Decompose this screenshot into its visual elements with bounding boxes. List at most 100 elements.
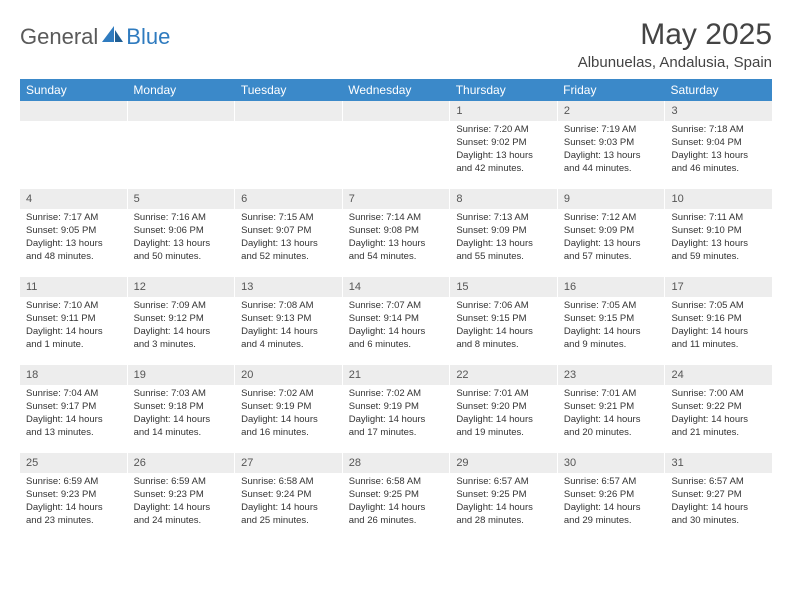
- day-number: 19: [128, 365, 235, 385]
- day-body: Sunrise: 6:59 AMSunset: 9:23 PMDaylight:…: [20, 473, 127, 533]
- day-body: Sunrise: 7:01 AMSunset: 9:21 PMDaylight:…: [558, 385, 665, 445]
- week-row: 25Sunrise: 6:59 AMSunset: 9:23 PMDayligh…: [20, 453, 772, 541]
- day-cell: 5Sunrise: 7:16 AMSunset: 9:06 PMDaylight…: [128, 189, 236, 277]
- day-number: 11: [20, 277, 127, 297]
- day-body: Sunrise: 7:19 AMSunset: 9:03 PMDaylight:…: [558, 121, 665, 181]
- day-cell: 18Sunrise: 7:04 AMSunset: 9:17 PMDayligh…: [20, 365, 128, 453]
- dow-thursday: Thursday: [450, 79, 557, 101]
- dow-sunday: Sunday: [20, 79, 127, 101]
- dow-wednesday: Wednesday: [342, 79, 449, 101]
- day-cell: 26Sunrise: 6:59 AMSunset: 9:23 PMDayligh…: [128, 453, 236, 541]
- day-body: Sunrise: 6:58 AMSunset: 9:24 PMDaylight:…: [235, 473, 342, 533]
- day-cell: 24Sunrise: 7:00 AMSunset: 9:22 PMDayligh…: [665, 365, 772, 453]
- empty-day-header: [343, 101, 450, 121]
- day-cell: 13Sunrise: 7:08 AMSunset: 9:13 PMDayligh…: [235, 277, 343, 365]
- dow-tuesday: Tuesday: [235, 79, 342, 101]
- day-cell: 4Sunrise: 7:17 AMSunset: 9:05 PMDaylight…: [20, 189, 128, 277]
- day-cell: 21Sunrise: 7:02 AMSunset: 9:19 PMDayligh…: [343, 365, 451, 453]
- day-body: Sunrise: 7:17 AMSunset: 9:05 PMDaylight:…: [20, 209, 127, 269]
- month-title: May 2025: [578, 18, 772, 52]
- day-cell: 20Sunrise: 7:02 AMSunset: 9:19 PMDayligh…: [235, 365, 343, 453]
- day-number: 3: [665, 101, 772, 121]
- title-block: May 2025 Albunuelas, Andalusia, Spain: [578, 18, 772, 71]
- day-number: 24: [665, 365, 772, 385]
- day-body: Sunrise: 7:04 AMSunset: 9:17 PMDaylight:…: [20, 385, 127, 445]
- day-body: Sunrise: 7:03 AMSunset: 9:18 PMDaylight:…: [128, 385, 235, 445]
- day-cell: 19Sunrise: 7:03 AMSunset: 9:18 PMDayligh…: [128, 365, 236, 453]
- week-row: 1Sunrise: 7:20 AMSunset: 9:02 PMDaylight…: [20, 101, 772, 189]
- day-body: Sunrise: 7:15 AMSunset: 9:07 PMDaylight:…: [235, 209, 342, 269]
- logo: General Blue: [20, 18, 170, 50]
- day-cell: 22Sunrise: 7:01 AMSunset: 9:20 PMDayligh…: [450, 365, 558, 453]
- day-body: Sunrise: 7:18 AMSunset: 9:04 PMDaylight:…: [665, 121, 772, 181]
- day-number: 30: [558, 453, 665, 473]
- day-cell: 28Sunrise: 6:58 AMSunset: 9:25 PMDayligh…: [343, 453, 451, 541]
- day-cell: 6Sunrise: 7:15 AMSunset: 9:07 PMDaylight…: [235, 189, 343, 277]
- day-body: Sunrise: 7:11 AMSunset: 9:10 PMDaylight:…: [665, 209, 772, 269]
- day-cell: 12Sunrise: 7:09 AMSunset: 9:12 PMDayligh…: [128, 277, 236, 365]
- day-body: Sunrise: 7:00 AMSunset: 9:22 PMDaylight:…: [665, 385, 772, 445]
- day-number: 9: [558, 189, 665, 209]
- day-number: 12: [128, 277, 235, 297]
- dow-row: Sunday Monday Tuesday Wednesday Thursday…: [20, 79, 772, 101]
- day-number: 8: [450, 189, 557, 209]
- header: General Blue May 2025 Albunuelas, Andalu…: [20, 18, 772, 71]
- day-cell: 1Sunrise: 7:20 AMSunset: 9:02 PMDaylight…: [450, 101, 558, 189]
- day-number: 20: [235, 365, 342, 385]
- day-cell: [20, 101, 128, 189]
- day-cell: 30Sunrise: 6:57 AMSunset: 9:26 PMDayligh…: [558, 453, 666, 541]
- dow-friday: Friday: [557, 79, 664, 101]
- day-number: 28: [343, 453, 450, 473]
- day-body: Sunrise: 7:09 AMSunset: 9:12 PMDaylight:…: [128, 297, 235, 357]
- day-cell: 9Sunrise: 7:12 AMSunset: 9:09 PMDaylight…: [558, 189, 666, 277]
- day-body: Sunrise: 6:59 AMSunset: 9:23 PMDaylight:…: [128, 473, 235, 533]
- day-cell: 14Sunrise: 7:07 AMSunset: 9:14 PMDayligh…: [343, 277, 451, 365]
- empty-day-header: [128, 101, 235, 121]
- day-body: Sunrise: 7:12 AMSunset: 9:09 PMDaylight:…: [558, 209, 665, 269]
- day-cell: 29Sunrise: 6:57 AMSunset: 9:25 PMDayligh…: [450, 453, 558, 541]
- logo-text-general: General: [20, 24, 98, 50]
- day-cell: 10Sunrise: 7:11 AMSunset: 9:10 PMDayligh…: [665, 189, 772, 277]
- day-number: 23: [558, 365, 665, 385]
- day-cell: [235, 101, 343, 189]
- day-number: 6: [235, 189, 342, 209]
- day-number: 2: [558, 101, 665, 121]
- empty-day-header: [20, 101, 127, 121]
- day-cell: 23Sunrise: 7:01 AMSunset: 9:21 PMDayligh…: [558, 365, 666, 453]
- day-body: Sunrise: 6:57 AMSunset: 9:27 PMDaylight:…: [665, 473, 772, 533]
- day-number: 10: [665, 189, 772, 209]
- day-cell: 2Sunrise: 7:19 AMSunset: 9:03 PMDaylight…: [558, 101, 666, 189]
- day-cell: [128, 101, 236, 189]
- day-cell: 3Sunrise: 7:18 AMSunset: 9:04 PMDaylight…: [665, 101, 772, 189]
- day-number: 5: [128, 189, 235, 209]
- week-row: 18Sunrise: 7:04 AMSunset: 9:17 PMDayligh…: [20, 365, 772, 453]
- day-cell: 27Sunrise: 6:58 AMSunset: 9:24 PMDayligh…: [235, 453, 343, 541]
- day-number: 14: [343, 277, 450, 297]
- dow-monday: Monday: [127, 79, 234, 101]
- day-body: Sunrise: 7:16 AMSunset: 9:06 PMDaylight:…: [128, 209, 235, 269]
- day-number: 4: [20, 189, 127, 209]
- weeks-container: 1Sunrise: 7:20 AMSunset: 9:02 PMDaylight…: [20, 101, 772, 541]
- week-row: 11Sunrise: 7:10 AMSunset: 9:11 PMDayligh…: [20, 277, 772, 365]
- day-body: Sunrise: 7:14 AMSunset: 9:08 PMDaylight:…: [343, 209, 450, 269]
- day-cell: 17Sunrise: 7:05 AMSunset: 9:16 PMDayligh…: [665, 277, 772, 365]
- day-body: Sunrise: 7:07 AMSunset: 9:14 PMDaylight:…: [343, 297, 450, 357]
- logo-text-blue: Blue: [126, 24, 170, 50]
- day-number: 26: [128, 453, 235, 473]
- calendar: Sunday Monday Tuesday Wednesday Thursday…: [20, 79, 772, 541]
- day-body: Sunrise: 6:57 AMSunset: 9:25 PMDaylight:…: [450, 473, 557, 533]
- day-number: 1: [450, 101, 557, 121]
- day-cell: 25Sunrise: 6:59 AMSunset: 9:23 PMDayligh…: [20, 453, 128, 541]
- day-number: 29: [450, 453, 557, 473]
- day-cell: 31Sunrise: 6:57 AMSunset: 9:27 PMDayligh…: [665, 453, 772, 541]
- day-body: Sunrise: 7:02 AMSunset: 9:19 PMDaylight:…: [343, 385, 450, 445]
- day-cell: 7Sunrise: 7:14 AMSunset: 9:08 PMDaylight…: [343, 189, 451, 277]
- dow-saturday: Saturday: [665, 79, 772, 101]
- day-number: 27: [235, 453, 342, 473]
- location: Albunuelas, Andalusia, Spain: [578, 54, 772, 71]
- day-body: Sunrise: 7:01 AMSunset: 9:20 PMDaylight:…: [450, 385, 557, 445]
- day-body: Sunrise: 6:58 AMSunset: 9:25 PMDaylight:…: [343, 473, 450, 533]
- day-number: 15: [450, 277, 557, 297]
- day-body: Sunrise: 7:05 AMSunset: 9:15 PMDaylight:…: [558, 297, 665, 357]
- day-cell: 11Sunrise: 7:10 AMSunset: 9:11 PMDayligh…: [20, 277, 128, 365]
